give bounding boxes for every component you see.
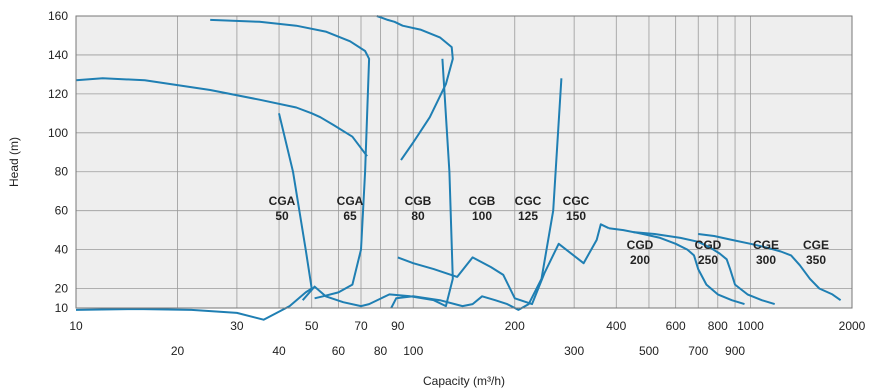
x-tick-label: 40 [272,344,286,358]
x-tick-label: 700 [688,344,708,358]
curve-label: 65 [343,209,357,223]
x-tick-label: 600 [666,319,686,333]
y-tick-label: 80 [55,165,69,179]
x-tick-label: 800 [708,319,728,333]
curve-label: CGE [803,238,829,252]
x-tick-label: 100 [403,344,423,358]
x-tick-label: 200 [505,319,525,333]
curve-label: CGE [753,238,779,252]
curve-label: 150 [566,209,586,223]
curve-label: CGD [627,238,654,252]
x-tick-label: 500 [639,344,659,358]
plot-area [76,16,852,308]
x-tick-label: 80 [374,344,388,358]
y-tick-label: 60 [55,204,69,218]
y-axis-ticks: 10 20 40 60 80 100 120 140 160 [48,9,68,315]
curve-label: CGA [269,194,296,208]
x-tick-label: 30 [230,319,244,333]
curve-label: CGA [337,194,364,208]
curve-cge-350 [698,233,842,302]
y-tick-label: 100 [48,126,68,140]
x-tick-label: 10 [69,319,83,333]
curve-label: 350 [806,253,826,267]
curve-label: 125 [518,209,538,223]
y-tick-label: 120 [48,87,68,101]
curve-label: 100 [472,209,492,223]
curve-cga-50 [75,113,313,321]
x-tick-label: 50 [305,319,319,333]
x-tick-label: 20 [171,344,185,358]
curve-label: 200 [630,253,650,267]
curve-cge-300 [633,231,775,306]
x-tick-label: 300 [564,344,584,358]
x-tick-label: 1000 [737,319,764,333]
x-axis-label: Capacity (m³/h) [423,374,505,388]
x-tick-label: 90 [391,319,405,333]
x-tick-label: 400 [606,319,626,333]
curve-labels: CGA50CGA65CGB80CGB100CGC125CGC150CGD200C… [269,194,829,267]
curve-label: CGD [695,238,722,252]
curve-label: 80 [411,209,425,223]
x-tick-label: 60 [332,344,346,358]
curve-label: 250 [698,253,718,267]
plot-frame [75,15,853,309]
y-tick-label: 40 [55,243,69,257]
pump-curves [75,15,842,321]
x-axis-ticks: 10 30 50 70 90 200 400 600 800 1000 2000 20 40 60 80 10… [69,319,865,358]
x-tick-label: 900 [725,344,745,358]
y-tick-label: 160 [48,9,68,23]
curve-cgd-200 [397,223,610,306]
curve-cgb-100 [301,58,454,308]
curve-label: CGC [563,194,590,208]
x-tick-label: 70 [354,319,368,333]
curve-label: CGC [515,194,542,208]
x-tick-label: 2000 [839,319,866,333]
curve-cga-65 [75,77,368,157]
y-tick-label: 140 [48,48,68,62]
curve-cgb-80 [210,18,371,300]
y-tick-label: 10 [55,301,69,315]
y-axis-label: Head (m) [7,137,21,187]
curve-label: 300 [756,253,776,267]
curve-cgc-125 [376,15,454,161]
curve-cgc-150 [390,78,563,311]
curve-label: 50 [275,209,289,223]
y-tick-label: 20 [55,282,69,296]
curve-label: CGB [405,194,432,208]
curve-label: CGB [469,194,496,208]
